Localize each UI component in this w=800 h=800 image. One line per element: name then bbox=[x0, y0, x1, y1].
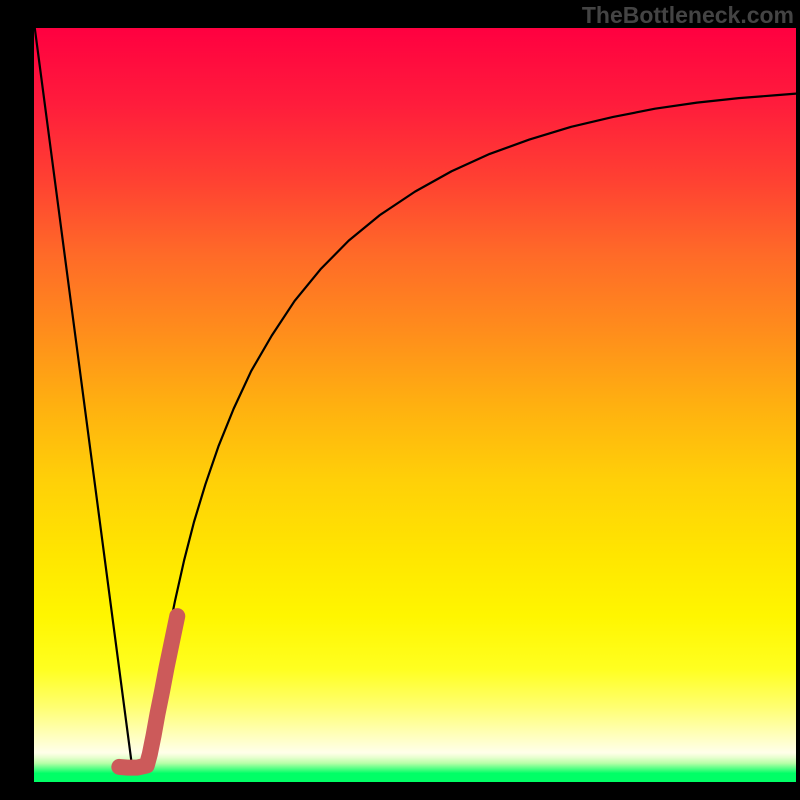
right-saturation-curve bbox=[144, 94, 796, 763]
curves-layer bbox=[34, 28, 796, 782]
plot-area bbox=[34, 28, 796, 782]
accent-j-marker bbox=[119, 616, 177, 768]
watermark-text: TheBottleneck.com bbox=[582, 2, 794, 29]
left-descent-line bbox=[35, 28, 132, 762]
chart-container: TheBottleneck.com bbox=[0, 0, 800, 800]
